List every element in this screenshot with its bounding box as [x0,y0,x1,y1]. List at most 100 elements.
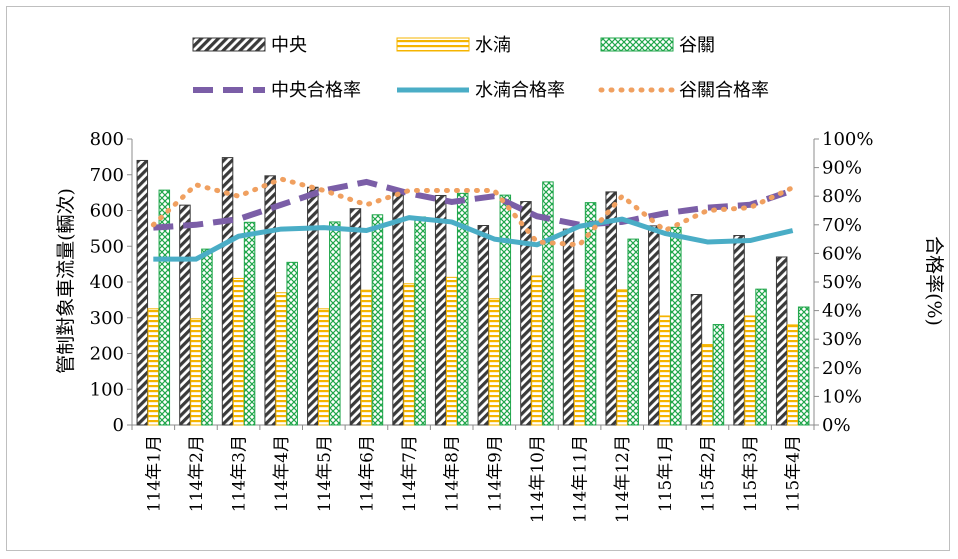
x-tick-label: 114年1月 [144,435,164,512]
bar-shuinan [744,315,756,426]
bar-shuinan [659,315,671,426]
y2-tick-label: 60% [822,243,862,264]
y-tick-label: 600 [90,201,124,222]
x-tick-label: 115年4月 [784,435,804,512]
bar-shuinan [445,276,458,426]
legend-label: 谷關 [679,35,715,56]
bar-guguan [670,226,682,426]
bar-guguan [499,194,512,426]
bar-guguan [201,248,213,426]
bar-guguan [371,214,384,426]
bar-zhongyang [221,157,234,426]
y-tick-label: 800 [90,129,124,150]
bar-zhongyang [733,235,745,426]
legend-item-shuinan: 水湳 [396,35,511,56]
bar-guguan [584,202,597,426]
x-tick-label: 115年1月 [656,435,676,512]
bar-zhongyang [648,225,660,426]
bar-shuinan [403,283,415,426]
bar-shuinan [318,308,330,426]
bar-shuinan [232,277,245,426]
bar-shuinan [190,318,202,426]
bar-guguan [542,181,554,426]
bar-zhongyang [690,294,703,426]
bar-zhongyang [562,228,575,426]
bar-guguan [414,216,426,426]
x-tick-label: 115年2月 [698,435,718,512]
line-zhongyang-rate [153,178,794,231]
x-tick-label: 114年12月 [613,435,633,523]
line-shuinan-rate [153,215,794,262]
bar-zhongyang [264,175,276,426]
bar-shuinan [573,289,586,426]
y-axis-title: 管制對象車流量(輛次) [55,188,77,374]
bar-shuinan [701,344,714,426]
legend-item-zhongyang: 中央 [192,35,307,56]
y2-tick-label: 40% [822,301,862,322]
bar-zhongyang [477,225,490,426]
legend: 中央 水湳 谷關 中央合格率 水湳合格率 谷關合格率 [192,35,769,101]
bar-guguan [329,221,341,426]
x-tick-label: 114年10月 [528,435,548,523]
line-guguan-rate [150,176,796,248]
y-tick-label: 500 [90,236,124,257]
x-tick-label: 114年4月 [272,435,292,512]
legend-item-guguan: 谷關 [600,35,715,56]
bar-guguan [627,238,639,426]
y2-tick-label: 100% [822,129,873,150]
legend-item-guguan-rate: 谷關合格率 [598,80,769,101]
x-tick-label: 114年3月 [230,435,250,512]
bar-shuinan [488,298,501,426]
bar-guguan [456,192,469,426]
bar-shuinan [531,275,543,426]
bar-shuinan [275,292,287,426]
bar-shuinan [786,324,799,426]
legend-label: 中央合格率 [271,80,361,101]
bar-zhongyang [179,204,191,426]
bar-guguan [243,221,256,426]
bar-zhongyang [520,201,532,426]
bar-zhongyang [775,256,788,426]
legend-label: 中央 [271,35,307,56]
x-tick-label: 114年11月 [571,435,591,523]
bar-shuinan [147,308,160,426]
bar-zhongyang [605,191,617,426]
y2-tick-label: 50% [822,272,862,293]
y-tick-label: 400 [90,272,124,293]
y-tick-label: 300 [90,308,124,329]
bar-guguan [158,189,171,426]
y-tick-label: 200 [90,344,124,365]
x-tick-label: 114年2月 [187,435,207,512]
x-tick-label: 114年9月 [485,435,505,512]
x-tick-label: 114年6月 [357,435,377,512]
bar-shuinan [360,289,373,426]
bar-shuinan [616,289,628,426]
y2-tick-label: 70% [822,215,862,236]
bar-guguan [755,288,767,426]
x-tick-label: 115年3月 [741,435,761,512]
y2-tick-label: 90% [822,158,862,179]
legend-label: 水湳 [475,35,511,56]
x-tick-label: 114年8月 [443,435,463,512]
y2-tick-label: 10% [822,386,862,407]
bar-zhongyang [136,159,149,426]
x-tick-label: 114年7月 [400,435,420,512]
bar-guguan [797,306,810,426]
bar-zhongyang [307,186,319,426]
bar-guguan [712,324,725,426]
y2-tick-label: 30% [822,329,862,350]
bar-zhongyang [392,192,404,426]
x-tick-label: 114年5月 [315,435,335,512]
y-tick-label: 0 [113,415,124,436]
bar-zhongyang [434,194,447,426]
legend-label: 水湳合格率 [475,80,565,101]
bar-guguan [286,261,298,426]
y2-axis-title: 合格率(%) [923,236,945,326]
y2-tick-label: 80% [822,186,862,207]
legend-item-shuinan-rate: 水湳合格率 [397,80,565,101]
y-tick-label: 700 [90,165,124,186]
y2-tick-label: 20% [822,358,862,379]
y-tick-label: 100 [90,379,124,400]
y2-tick-label: 0% [822,415,851,436]
